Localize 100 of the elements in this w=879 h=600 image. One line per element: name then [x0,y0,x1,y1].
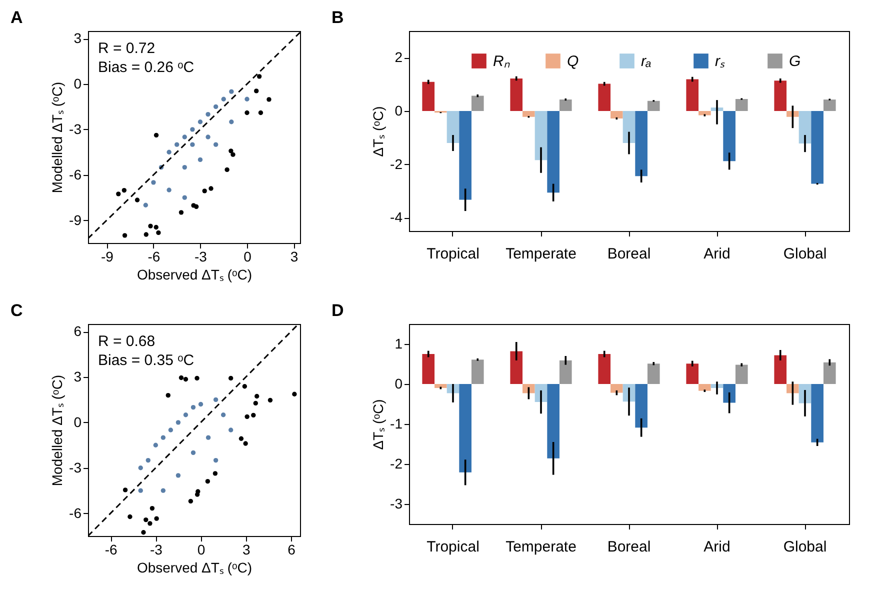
y-axis-title: Modelled ΔTₛ (ᵒC) [49,82,66,194]
point [166,150,172,154]
point [154,132,159,138]
x-tick-label: -3 [150,542,163,558]
point [190,127,195,132]
bar [686,364,699,384]
bar [510,78,523,111]
point [266,97,272,102]
annotation: Bias = 0.26 ᵒC [98,59,194,76]
point [154,224,158,230]
point [292,392,297,396]
point [134,198,140,202]
y-tick-label: 2 [394,49,403,66]
point [244,414,250,420]
bar [735,99,748,111]
y-tick-label: -9 [69,212,82,228]
x-tick-label: -6 [104,542,118,558]
point [258,110,264,116]
point [206,134,210,140]
point [160,435,166,440]
point [256,74,262,79]
y-tick-label: -4 [390,209,403,226]
x-tick-label: -6 [148,248,160,264]
bar [459,384,472,472]
x-tick-label: 0 [197,542,206,558]
y-axis-title: Modelled ΔTₛ (ᵒC) [49,374,66,486]
bar [635,384,648,428]
y-tick-label: -6 [69,166,82,182]
point [156,230,161,236]
point [253,400,258,406]
x-tick-label: Global [783,246,827,262]
y-tick-label: -1 [390,416,403,432]
point [206,435,211,440]
point [153,442,158,448]
bar [698,111,711,116]
bar [547,111,560,193]
bar [723,111,736,162]
point [190,450,196,456]
point [182,164,187,170]
point [174,142,180,147]
point [194,204,199,209]
x-tick-label: 3 [242,542,250,558]
point [243,441,248,446]
bar [698,384,711,391]
point [144,232,148,237]
bar [459,111,472,200]
point [213,142,218,147]
point [190,404,196,410]
point [229,120,234,124]
point [141,530,146,535]
bar [686,79,699,111]
point [182,195,187,200]
bar [610,384,623,393]
point [150,506,155,511]
point [183,412,188,418]
x-tick-label: Temperate [506,246,576,262]
point [242,384,248,389]
point [166,188,172,192]
bar [774,80,787,111]
point [254,394,260,399]
point [148,224,153,228]
point [220,412,226,418]
y-tick-label: 0 [394,376,403,392]
bar [598,84,611,111]
bar [811,384,824,442]
y-tick-label: -3 [69,120,82,137]
point [144,517,148,522]
bar [534,111,548,160]
point [151,180,156,185]
y-tick-label: -3 [69,459,82,476]
bar [522,384,535,394]
bar [774,355,787,384]
chart-title: B [332,8,344,27]
chart-title: D [332,301,344,320]
annotation: R = 0.72 [98,40,156,57]
point [122,488,128,492]
bar [647,364,660,384]
bar [610,111,623,118]
x-tick-label: Arid [704,246,730,262]
chart-title: C [10,301,23,320]
x-tick-label: -3 [194,248,208,264]
point [206,112,210,117]
point [213,397,218,402]
point [116,192,121,196]
bar [635,111,648,176]
y-tick-label: 6 [74,323,82,340]
point [254,88,259,94]
bar [559,100,572,111]
chart-title: A [10,8,23,27]
point [122,188,127,193]
point [228,148,234,154]
point [168,428,174,432]
x-axis-title: Observed ΔTₛ (ᵒC) [136,266,252,282]
point [122,233,128,238]
bar [471,96,484,111]
legend-label: Rₙ [493,53,510,70]
y-axis-title: ΔTₛ (ᵒC) [370,106,386,157]
point [138,466,143,470]
bar [598,354,611,384]
bar [471,360,484,384]
